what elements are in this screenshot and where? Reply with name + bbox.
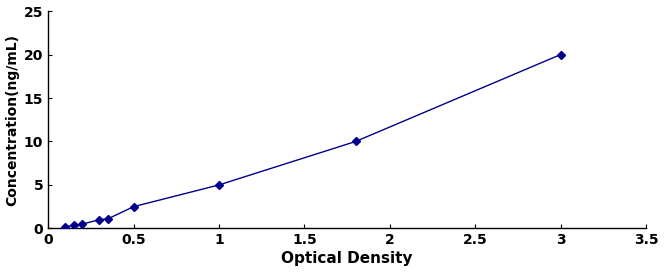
Y-axis label: Concentration(ng/mL): Concentration(ng/mL)	[5, 34, 19, 206]
X-axis label: Optical Density: Optical Density	[282, 251, 413, 267]
